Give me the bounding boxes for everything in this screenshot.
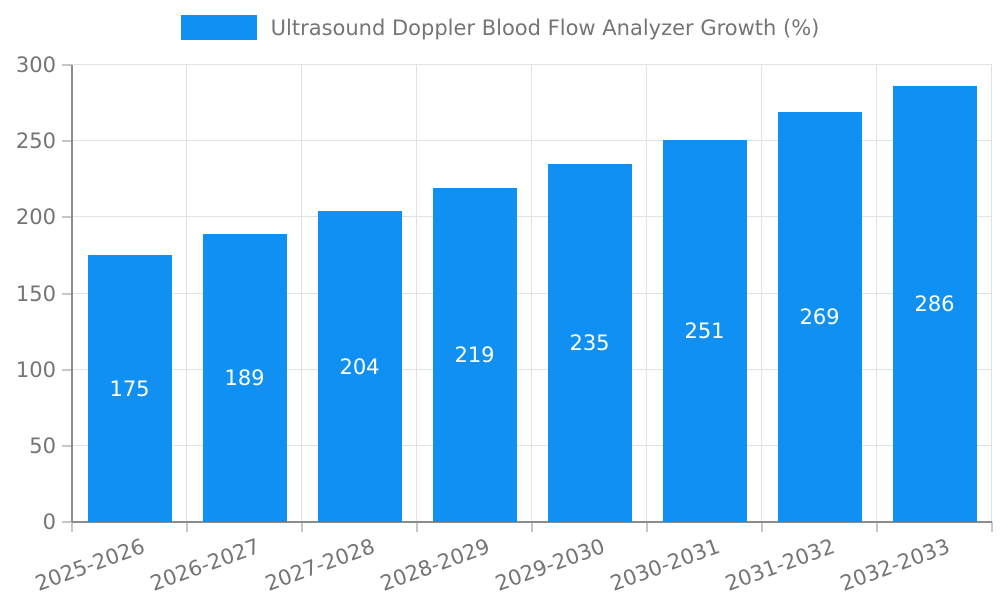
x-axis-line (72, 521, 992, 523)
y-axis-tick-label: 250 (15, 129, 56, 154)
bar (317, 211, 402, 522)
gridline-vertical (416, 65, 417, 522)
bar-value-label: 286 (914, 292, 955, 317)
x-tick-mark (761, 522, 763, 532)
bar-value-label: 219 (454, 343, 495, 368)
gridline-horizontal (72, 444, 992, 446)
bar-value-label: 204 (339, 354, 380, 379)
gridline-vertical (876, 65, 877, 522)
bar-value-label: 235 (569, 331, 610, 355)
y-tick-mark (62, 140, 72, 143)
bar (547, 164, 632, 522)
y-tick-mark (62, 444, 72, 447)
bar (777, 112, 862, 522)
x-tick-mark (646, 522, 648, 532)
gridline-vertical (531, 65, 532, 522)
y-tick-mark (62, 216, 72, 219)
y-axis-line (71, 65, 73, 522)
bar (202, 234, 287, 522)
y-axis-tick-label: 200 (15, 205, 56, 230)
x-tick-mark (186, 522, 188, 532)
bar (87, 255, 172, 522)
bar (432, 188, 517, 522)
bar (892, 86, 977, 522)
bar-value-label: 189 (224, 366, 265, 391)
y-axis-tick-label: 150 (15, 281, 56, 306)
gridline-horizontal (72, 140, 992, 142)
y-tick-mark (62, 521, 72, 523)
x-tick-mark (301, 522, 303, 532)
legend-label: Ultrasound Doppler Blood Flow Analyzer G… (270, 15, 820, 40)
bar-value-label: 251 (684, 318, 725, 343)
y-axis-tick-label: 300 (15, 53, 56, 77)
gridline-vertical (646, 65, 647, 522)
gridline-vertical (991, 65, 992, 522)
gridline-horizontal (72, 368, 992, 370)
y-tick-mark (62, 368, 72, 371)
x-tick-mark (531, 522, 533, 532)
y-axis-tick-label: 100 (15, 357, 56, 382)
gridline-horizontal (72, 64, 992, 65)
legend: Ultrasound Doppler Blood Flow Analyzer G… (0, 15, 1000, 40)
y-tick-mark (62, 292, 72, 295)
x-tick-mark (416, 522, 418, 532)
gridline-horizontal (72, 292, 992, 294)
y-axis-tick-label: 50 (29, 433, 56, 458)
x-tick-mark (71, 522, 73, 532)
y-axis-tick-label: 0 (42, 510, 56, 534)
bar-value-label: 175 (109, 376, 150, 401)
x-tick-mark (991, 522, 993, 532)
y-tick-mark (62, 64, 72, 66)
legend-swatch (180, 15, 257, 40)
x-tick-mark (876, 522, 878, 532)
gridline-vertical (761, 65, 762, 522)
gridline-horizontal (72, 216, 992, 218)
bar-value-label: 269 (799, 305, 840, 330)
gridline-vertical (186, 65, 187, 522)
bar (662, 139, 747, 522)
gridline-vertical (301, 65, 302, 522)
